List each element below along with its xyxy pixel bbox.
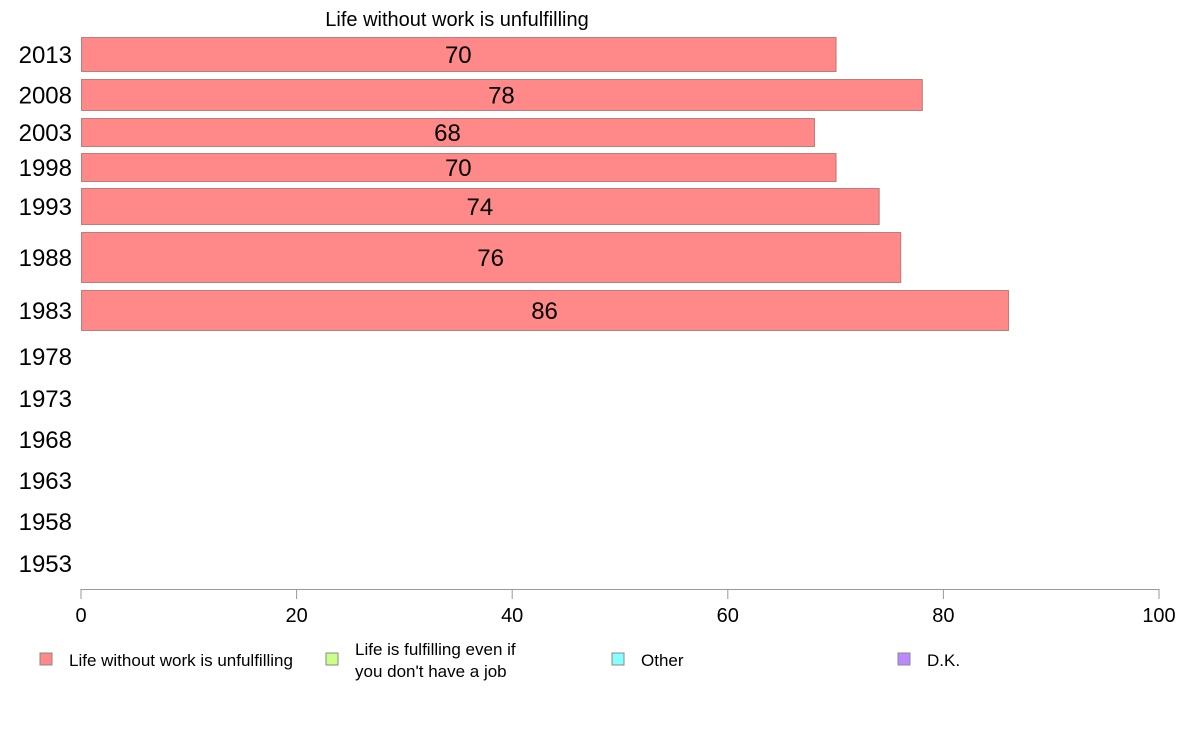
y-tick-label: 1993 — [19, 194, 72, 221]
y-tick-label: 2008 — [19, 83, 72, 110]
y-tick-label: 1988 — [19, 245, 72, 272]
y-tick-label: 1968 — [19, 427, 72, 454]
y-tick-label: 1998 — [19, 155, 72, 182]
legend-swatch-2 — [611, 652, 625, 666]
x-tick-label: 40 — [501, 605, 523, 627]
legend-label-3: D.K. — [927, 651, 960, 670]
y-tick-label: 1953 — [19, 551, 72, 578]
x-axis: 0 20 40 60 80 100 — [75, 589, 1176, 627]
data-label-1998: 70 — [445, 155, 472, 182]
y-tick-label: 2003 — [19, 120, 72, 147]
y-tick-label: 1978 — [19, 344, 72, 371]
data-label-2008: 78 — [488, 83, 515, 110]
bar-2008 — [81, 79, 923, 111]
chart-title: Life without work is unfulfilling — [325, 9, 588, 31]
x-tick-label: 80 — [932, 605, 954, 627]
data-label-1983: 86 — [531, 298, 558, 325]
data-label-1993: 74 — [467, 194, 494, 221]
bar-1993 — [81, 188, 880, 225]
bar-1988 — [81, 232, 902, 283]
y-tick-label: 1958 — [19, 509, 72, 536]
legend-label-0: Life without work is unfulfilling — [69, 651, 293, 670]
legend-swatch-0 — [39, 652, 53, 666]
bar-2013 — [81, 37, 837, 72]
legend-label-1-line2: you don't have a job — [355, 662, 507, 681]
y-axis-labels: 2013 2008 2003 1998 1993 1988 1983 1978 1973 1968… — [19, 42, 72, 578]
bar-1998 — [81, 153, 837, 182]
bar-1983 — [81, 290, 1010, 331]
legend-swatch-1 — [325, 652, 339, 666]
data-label-2003: 68 — [434, 120, 461, 147]
x-tick-label: 60 — [717, 605, 739, 627]
bar-2003 — [81, 118, 816, 147]
data-label-1988: 76 — [477, 245, 504, 272]
x-tick-label: 20 — [285, 605, 307, 627]
legend-label-2: Other — [641, 651, 684, 670]
y-tick-label: 1963 — [19, 468, 72, 495]
x-tick-label: 0 — [75, 605, 86, 627]
y-tick-label: 1973 — [19, 386, 72, 413]
legend: Life without work is unfulfilling Life i… — [39, 640, 960, 681]
y-tick-label: 2013 — [19, 42, 72, 69]
y-tick-label: 1983 — [19, 298, 72, 325]
data-label-2013: 70 — [445, 42, 472, 69]
x-tick-label: 100 — [1142, 605, 1175, 627]
legend-label-1-line1: Life is fulfilling even if — [355, 640, 516, 659]
bars-group: 70 78 68 70 74 76 86 — [81, 37, 1010, 331]
legend-swatch-3 — [897, 652, 911, 666]
